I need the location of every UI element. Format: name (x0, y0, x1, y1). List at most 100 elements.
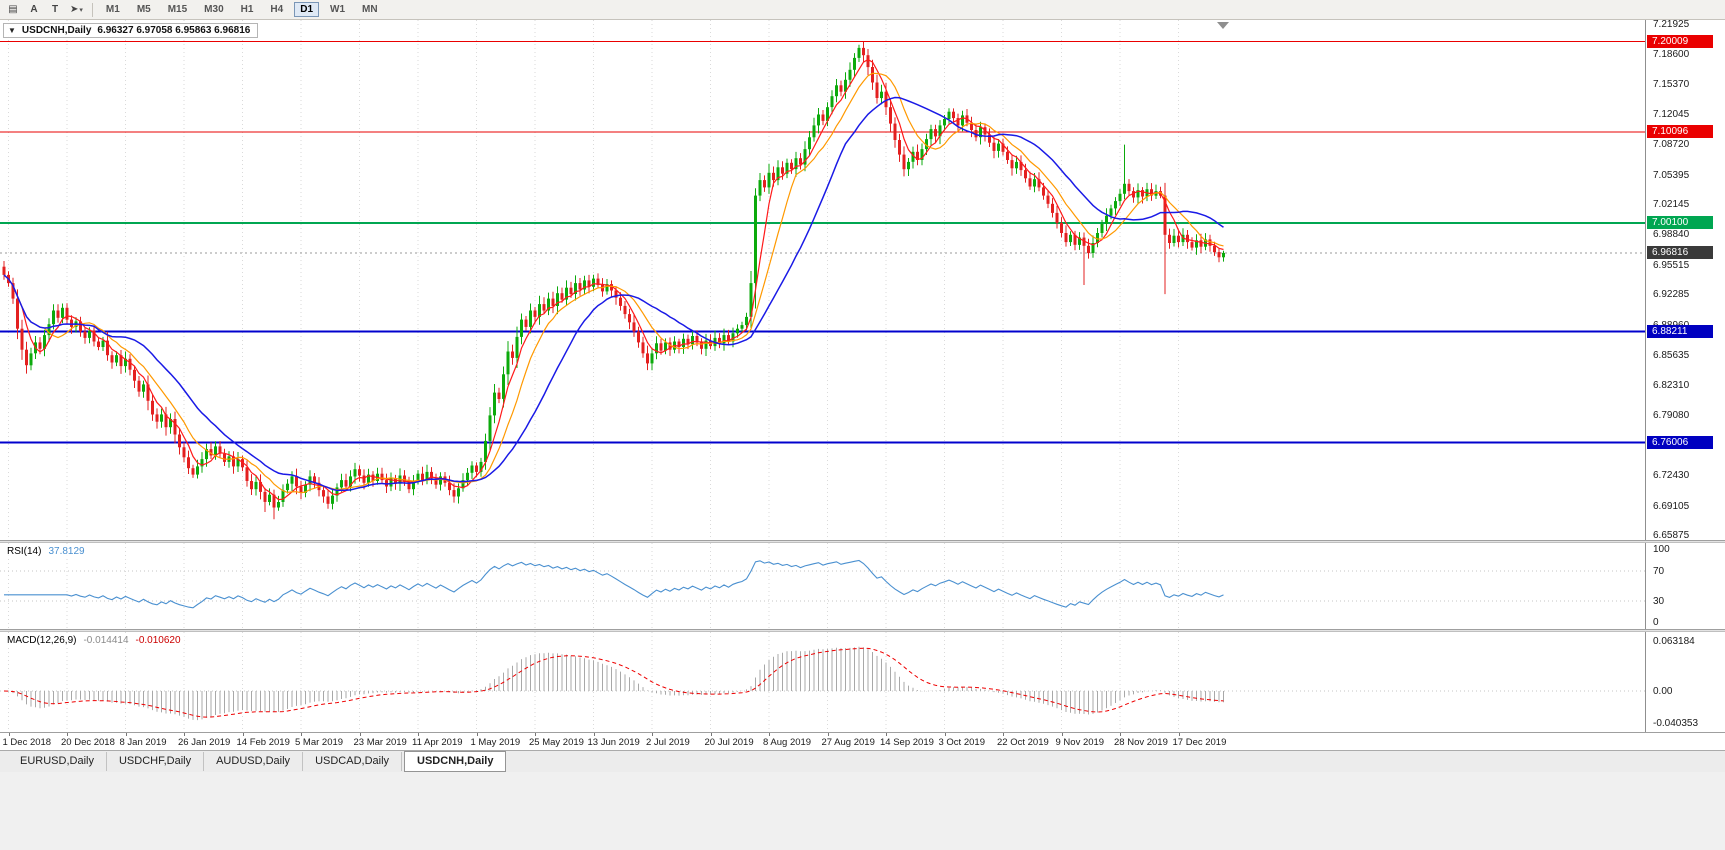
date-tick (418, 733, 419, 736)
chart-shift-marker-icon[interactable] (1217, 22, 1229, 29)
macd-axis-label: 0.00 (1653, 686, 1673, 698)
price-level-badge: 7.10096 (1647, 125, 1713, 139)
rsi-pane[interactable]: 100 70 30 0 RSI(14) 37.8129 (0, 543, 1725, 629)
timeframe-mn[interactable]: MN (362, 4, 378, 15)
price-axis-label: 7.05395 (1653, 169, 1690, 181)
date-tick (242, 733, 244, 736)
timeframe-m30[interactable]: M30 (204, 4, 224, 15)
date-axis-label: 3 Oct 2019 (938, 737, 985, 748)
rsi-axis[interactable]: 100 70 30 0 (1645, 543, 1725, 629)
rsi-title: RSI(14) (7, 546, 42, 557)
price-level-badge: 7.20009 (1647, 34, 1713, 48)
rsi-axis-label: 30 (1653, 595, 1665, 607)
date-tick (301, 733, 302, 736)
pane-separator[interactable] (0, 629, 1725, 632)
rsi-axis-label: 100 (1653, 544, 1670, 555)
chart-tab-audusd[interactable]: AUDUSD,Daily (204, 752, 304, 771)
date-tick (593, 733, 595, 736)
one-click-trading-toggle-icon[interactable]: ▼ (8, 26, 16, 35)
chart-tab-usdchf[interactable]: USDCHF,Daily (107, 752, 205, 771)
rsi-axis-label: 0 (1653, 617, 1659, 628)
price-axis-label: 6.92285 (1653, 289, 1690, 301)
price-axis-label: 7.18600 (1653, 49, 1690, 61)
date-tick (1003, 733, 1004, 736)
rsi-plot[interactable] (0, 543, 1645, 629)
rsi-current-value: 37.8129 (48, 546, 85, 557)
date-axis-label: 1 Dec 2018 (2, 737, 52, 748)
date-axis-label: 23 Mar 2019 (353, 737, 407, 748)
price-axis-label: 7.12045 (1653, 109, 1690, 121)
current-price-badge: 6.96816 (1647, 246, 1713, 260)
timeframe-m5[interactable]: M5 (136, 4, 151, 15)
macd-axis-label: 0.063184 (1653, 636, 1695, 647)
date-axis-label: 14 Feb 2019 (236, 737, 290, 748)
toolbar: ▤ A T ➤ ▾ M1 M5 M15 M30 H1 H4 D1 W1 MN (0, 0, 1725, 20)
date-tick (710, 733, 712, 736)
font-tool-icon[interactable]: A (30, 4, 38, 15)
bottom-filler (0, 772, 1725, 850)
date-axis-label: 20 Dec 2018 (61, 737, 115, 748)
price-axis-label: 6.65875 (1653, 530, 1690, 540)
date-tick (535, 733, 536, 736)
date-tick (359, 733, 361, 736)
timeframe-w1[interactable]: W1 (330, 4, 346, 15)
date-axis[interactable]: 1 Dec 2018 20 Dec 2018 8 Jan 2019 26 Jan 20… (0, 732, 1725, 750)
timeframe-d1[interactable]: D1 (294, 2, 320, 17)
main-chart-pane[interactable]: 7.21925 7.18600 7.15370 7.12045 7.08720 7.053… (0, 20, 1725, 540)
date-tick (827, 733, 829, 736)
date-tick (944, 733, 946, 736)
date-tick (652, 733, 653, 736)
symbol-label: USDCNH,Daily (21, 25, 92, 36)
date-axis-label: 9 Nov 2019 (1055, 737, 1105, 748)
price-axis[interactable]: 7.21925 7.18600 7.15370 7.12045 7.08720 7.053… (1645, 20, 1725, 540)
date-tick (886, 733, 887, 736)
chart-tab-eurusd[interactable]: EURUSD,Daily (8, 752, 107, 771)
main-chart-plot[interactable] (0, 20, 1645, 540)
price-level-badge: 7.00100 (1647, 216, 1713, 230)
timeframe-m15[interactable]: M15 (167, 4, 188, 15)
timeframe-m1[interactable]: M1 (105, 4, 120, 15)
date-axis-label: 26 Jan 2019 (178, 737, 231, 748)
macd-pane[interactable]: 0.063184 0.00 -0.040353 MACD(12,26,9) -0.0… (0, 632, 1725, 732)
pane-separator[interactable] (0, 540, 1725, 543)
macd-signal-current-value: -0.010620 (135, 635, 181, 646)
chart-tabs-bar: EURUSD,Daily USDCHF,Daily AUDUSD,Daily USDC… (0, 750, 1725, 772)
text-label-tool-icon[interactable]: T (51, 4, 59, 15)
rsi-axis-label: 70 (1653, 566, 1665, 578)
chart-tab-usdcad[interactable]: USDCAD,Daily (303, 752, 403, 771)
price-axis-label: 7.08720 (1653, 139, 1690, 151)
date-axis-label: 27 Aug 2019 (821, 737, 875, 748)
price-axis-label: 6.72430 (1653, 470, 1690, 482)
timeframe-h4[interactable]: H4 (270, 4, 284, 15)
macd-current-value: -0.014414 (83, 635, 129, 646)
macd-plot[interactable] (0, 632, 1645, 732)
macd-axis[interactable]: 0.063184 0.00 -0.040353 (1645, 632, 1725, 732)
date-tick (476, 733, 478, 736)
date-axis-label: 5 Mar 2019 (295, 737, 344, 748)
date-tick (1178, 733, 1180, 736)
ohlc-values: 6.96327 6.97058 6.95863 6.96816 (97, 25, 251, 36)
date-axis-label: 8 Aug 2019 (763, 737, 812, 748)
symbol-title-box: ▼ USDCNH,Daily 6.96327 6.97058 6.95863 6… (3, 23, 259, 38)
chart-tab-usdcnh[interactable]: USDCNH,Daily (404, 751, 507, 772)
ma-line-5 (3, 58, 1224, 501)
cursor-tool-icon[interactable]: ➤ ▾ (70, 4, 83, 15)
date-axis-label: 11 Apr 2019 (412, 737, 463, 748)
ma-line-10 (3, 72, 1224, 494)
date-axis-label: 28 Nov 2019 (1114, 737, 1168, 748)
date-axis-label: 8 Jan 2019 (119, 737, 167, 748)
date-tick (769, 733, 770, 736)
price-level-badge: 6.76006 (1647, 436, 1713, 450)
price-axis-label: 6.85635 (1653, 349, 1690, 361)
timeframe-buttons-group: M1 M5 M15 M30 H1 H4 D1 W1 MN (99, 2, 385, 17)
toolbar-tools-group: ▤ A T ➤ ▾ (4, 2, 86, 18)
date-axis-label: 14 Sep 2019 (880, 737, 934, 748)
date-axis-label: 17 Dec 2019 (1172, 737, 1227, 748)
chart-window-icon[interactable]: ▤ (8, 4, 18, 15)
rsi-label: RSI(14) 37.8129 (4, 546, 88, 557)
macd-title: MACD(12,26,9) (7, 635, 77, 646)
timeframe-h1[interactable]: H1 (240, 4, 254, 15)
price-axis-label: 6.69105 (1653, 500, 1690, 512)
price-axis-label: 7.21925 (1653, 20, 1690, 30)
